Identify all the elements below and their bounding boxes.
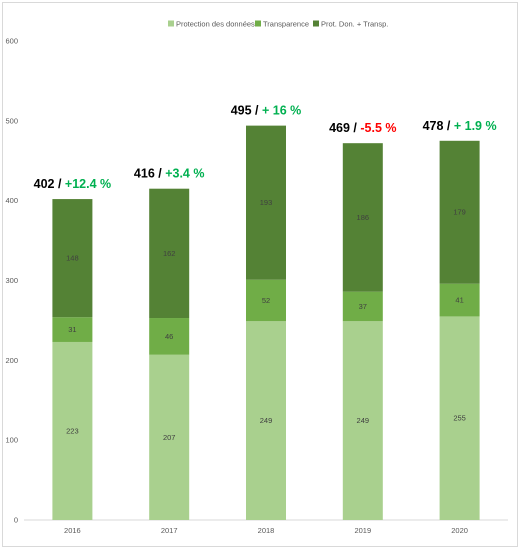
legend-label: Prot. Don. + Transp. bbox=[321, 20, 388, 29]
legend-swatch bbox=[313, 20, 319, 27]
segment-value-label: 52 bbox=[262, 296, 270, 305]
bar-segment bbox=[439, 283, 480, 317]
total-label: 469 / -5.5 % bbox=[329, 121, 396, 135]
y-tick-label: 300 bbox=[5, 276, 18, 285]
bar-segment bbox=[149, 354, 190, 520]
total-value: 469 / bbox=[329, 121, 360, 135]
bar-segment bbox=[246, 125, 286, 280]
total-value: 402 / bbox=[34, 177, 65, 191]
y-tick-label: 600 bbox=[5, 37, 18, 46]
y-tick-label: 400 bbox=[5, 196, 18, 205]
total-change: + 1.9 % bbox=[454, 119, 497, 133]
y-tick-label: 0 bbox=[14, 516, 18, 525]
total-change: -5.5 % bbox=[360, 121, 396, 135]
bar-segment bbox=[439, 316, 480, 520]
bar-segment bbox=[342, 291, 383, 322]
segment-value-label: 186 bbox=[357, 213, 370, 222]
bar-segment bbox=[149, 188, 190, 319]
bar-segment bbox=[52, 199, 93, 318]
legend-swatch bbox=[255, 20, 261, 27]
segment-value-label: 207 bbox=[163, 433, 176, 442]
x-tick-label: 2018 bbox=[258, 526, 275, 535]
segment-value-label: 249 bbox=[357, 416, 370, 425]
total-change: +12.4 % bbox=[65, 177, 111, 191]
data-labels: 223 31 148 402 / +12.4 % 207 46 162 416 / +3.4 … bbox=[34, 104, 497, 442]
bar-segment bbox=[342, 143, 383, 292]
x-tick-label: 2016 bbox=[64, 526, 81, 535]
total-label: 402 / +12.4 % bbox=[34, 177, 112, 191]
total-value: 416 / bbox=[134, 167, 165, 181]
total-label: 495 / + 16 % bbox=[231, 104, 302, 118]
segment-value-label: 148 bbox=[66, 254, 79, 263]
total-change: +3.4 % bbox=[165, 167, 204, 181]
y-tick-label: 500 bbox=[5, 116, 18, 125]
bar-segment bbox=[149, 318, 190, 355]
x-tick-label: 2019 bbox=[354, 526, 371, 535]
segment-value-label: 249 bbox=[260, 416, 273, 425]
bar-segment bbox=[439, 140, 480, 284]
segment-value-label: 179 bbox=[453, 208, 466, 217]
bar-segment bbox=[246, 321, 286, 520]
total-change: + 16 % bbox=[262, 104, 301, 118]
segment-value-label: 46 bbox=[165, 332, 173, 341]
total-label: 416 / +3.4 % bbox=[134, 167, 205, 181]
bar-segment bbox=[342, 321, 383, 520]
legend-label: Transparence bbox=[263, 20, 309, 29]
segment-value-label: 41 bbox=[455, 296, 463, 305]
legend-label: Protection des données bbox=[176, 20, 255, 29]
y-tick-label: 100 bbox=[5, 436, 18, 445]
legend: Protection des données Transparence Prot. … bbox=[168, 20, 388, 29]
y-tick-label: 200 bbox=[5, 356, 18, 365]
segment-value-label: 255 bbox=[453, 414, 466, 423]
segment-value-label: 162 bbox=[163, 249, 176, 258]
total-label: 478 / + 1.9 % bbox=[423, 119, 497, 133]
total-value: 478 / bbox=[423, 119, 454, 133]
segment-value-label: 31 bbox=[68, 325, 76, 334]
bars bbox=[52, 125, 480, 520]
segment-value-label: 37 bbox=[359, 302, 367, 311]
segment-value-label: 193 bbox=[260, 198, 273, 207]
bar-segment bbox=[246, 279, 286, 322]
legend-swatch bbox=[168, 20, 174, 27]
bar-segment bbox=[52, 341, 93, 520]
bar-segment bbox=[52, 317, 93, 342]
total-value: 495 / bbox=[231, 104, 262, 118]
chart-frame bbox=[2, 2, 518, 547]
segment-value-label: 223 bbox=[66, 426, 79, 435]
x-tick-label: 2020 bbox=[451, 526, 468, 535]
x-tick-label: 2017 bbox=[161, 526, 178, 535]
